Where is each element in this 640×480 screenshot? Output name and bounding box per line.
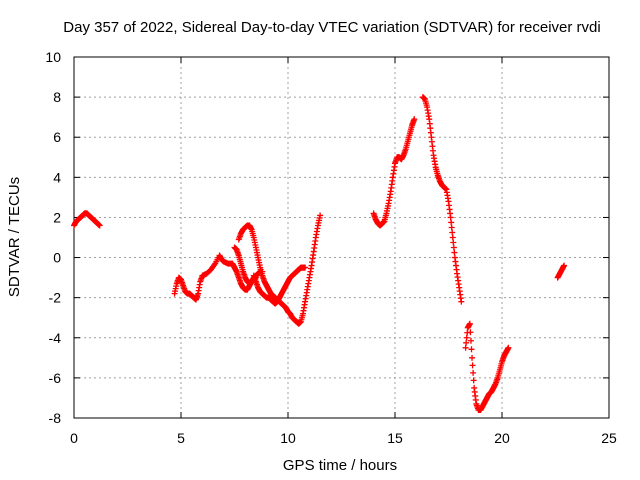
y-axis-title: SDTVAR / TECUs: [6, 177, 23, 297]
data-point: [448, 219, 455, 226]
data-point: [466, 320, 473, 327]
data-point: [469, 354, 476, 361]
plot-frame: [73, 56, 610, 419]
chart-title: Day 357 of 2022, Sidereal Day-to-day VTE…: [63, 19, 600, 36]
data-point: [451, 249, 458, 256]
y-tick-label: -4: [49, 330, 62, 346]
data-point: [469, 362, 476, 369]
data-point: [317, 212, 324, 219]
data-point: [447, 214, 454, 221]
axis-ticks: [73, 56, 610, 419]
data-point: [448, 224, 455, 231]
y-tick-label: 4: [53, 169, 61, 185]
series-0: [71, 94, 568, 413]
data-point: [463, 339, 470, 346]
data-point: [450, 244, 457, 251]
data-point: [450, 239, 457, 246]
grid-lines: [74, 57, 609, 418]
data-point: [470, 377, 477, 384]
y-tick-label: 10: [45, 49, 61, 65]
x-axis-title: GPS time / hours: [283, 457, 397, 474]
data-point: [468, 346, 475, 353]
data-point: [463, 334, 470, 341]
x-tick-label: 20: [494, 430, 510, 446]
data-point: [302, 264, 309, 271]
y-tick-label: -2: [49, 290, 62, 306]
data-point: [96, 222, 103, 229]
x-tick-label: 5: [177, 430, 185, 446]
x-axis-tick-labels: 0 5 10 15 20 25: [70, 430, 617, 446]
data-point: [470, 369, 477, 376]
data-point: [561, 262, 568, 269]
data-point: [467, 329, 474, 336]
x-tick-label: 15: [387, 430, 403, 446]
data-point: [467, 337, 474, 344]
data-point: [458, 298, 465, 305]
data-points: [71, 94, 568, 413]
y-axis-tick-labels: -8 -6 -4 -2 0 2 4 6 8 10: [45, 49, 61, 426]
y-tick-label: 2: [53, 209, 61, 225]
data-point: [462, 344, 469, 351]
x-tick-label: 10: [280, 430, 296, 446]
y-tick-label: -8: [49, 410, 62, 426]
data-point: [449, 229, 456, 236]
y-tick-label: -6: [49, 370, 62, 386]
x-tick-label: 0: [70, 430, 78, 446]
data-point: [449, 234, 456, 241]
y-tick-label: 8: [53, 89, 61, 105]
data-point: [505, 344, 512, 351]
x-tick-label: 25: [601, 430, 617, 446]
y-tick-label: 6: [53, 129, 61, 145]
y-tick-label: 0: [53, 250, 61, 266]
data-point: [411, 116, 418, 123]
